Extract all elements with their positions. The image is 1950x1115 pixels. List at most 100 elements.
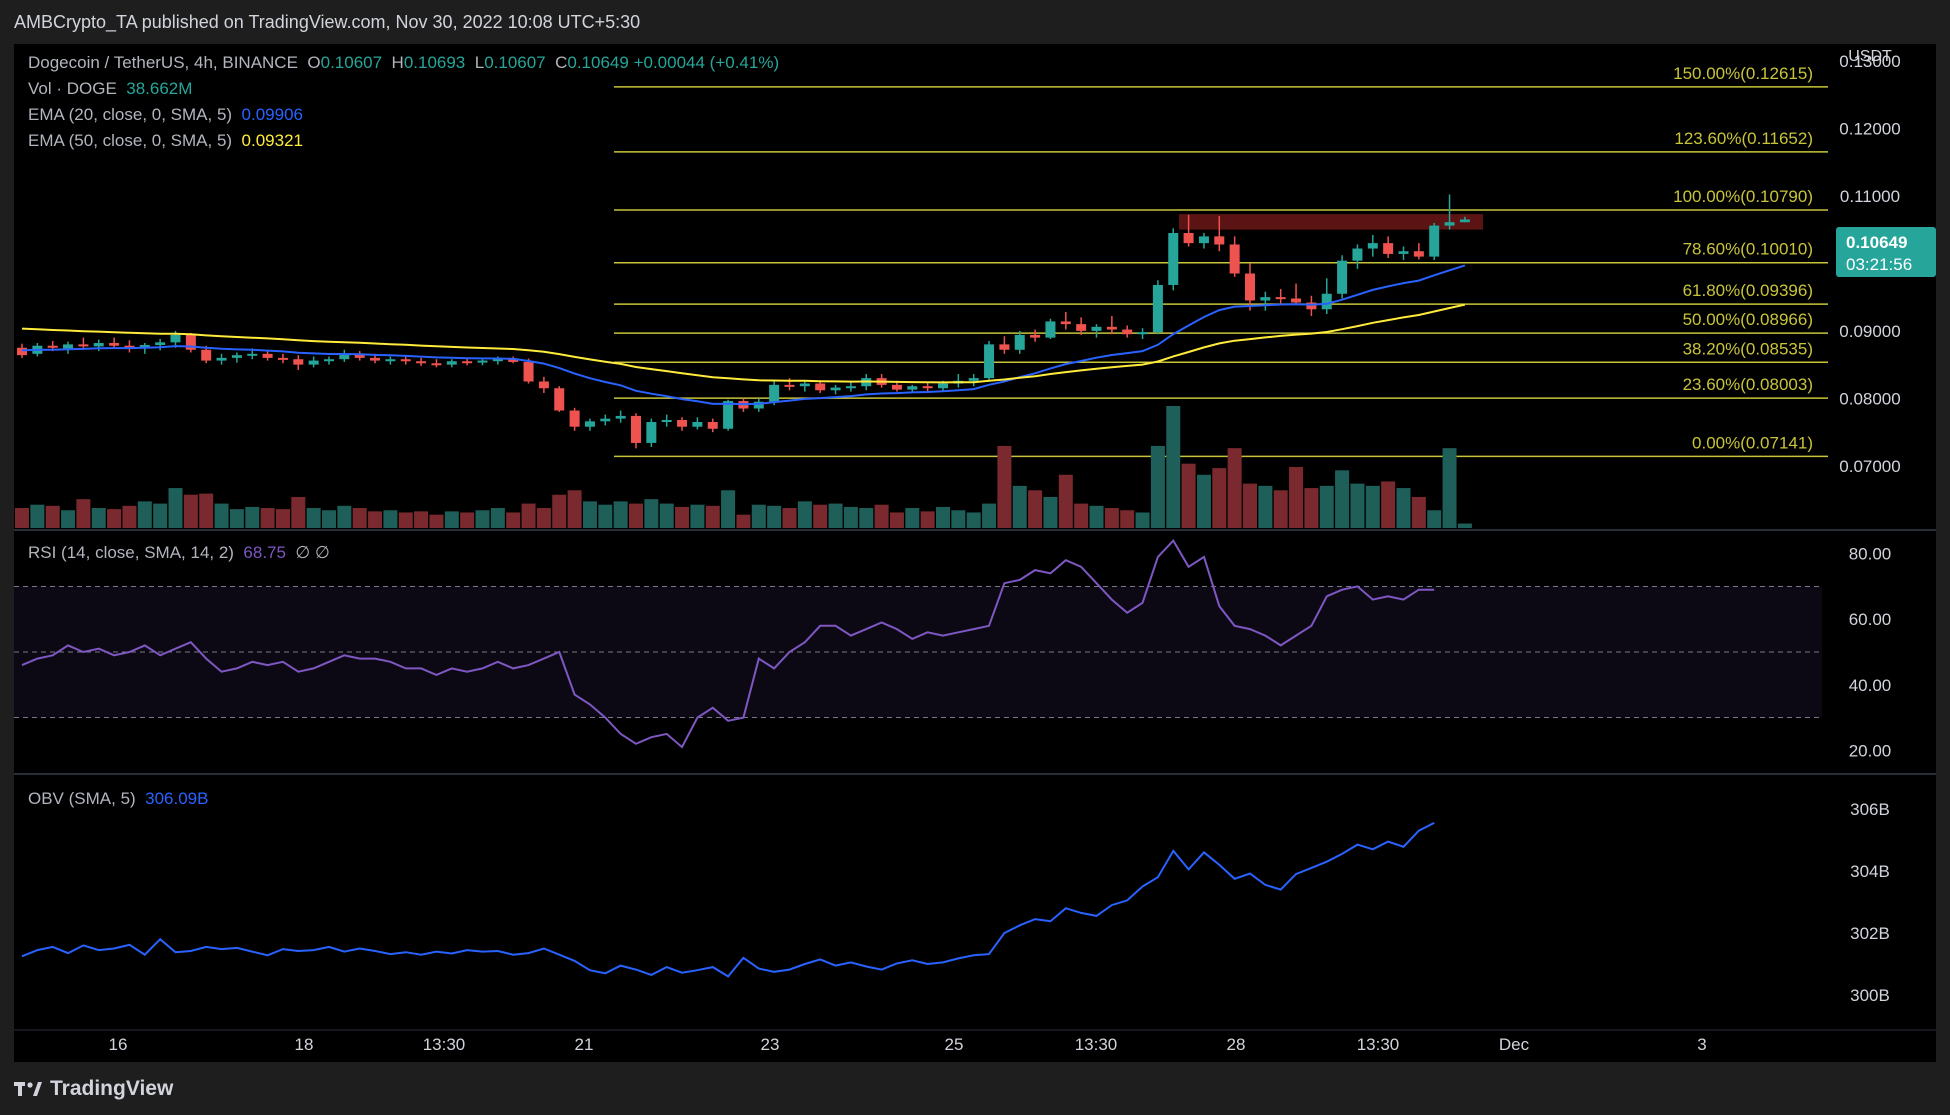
candle-body xyxy=(600,418,611,422)
volume-legend: Vol · DOGE 38.662M xyxy=(28,79,192,99)
obv-value: 306.09B xyxy=(145,789,209,808)
volume-bar xyxy=(322,510,336,528)
obv-legend: OBV (SMA, 5) 306.09B xyxy=(28,789,208,809)
volume-bar xyxy=(383,510,398,528)
candle-body xyxy=(247,353,258,356)
rsi-label: RSI (14, close, SMA, 14, 2) xyxy=(28,543,234,562)
candle-body xyxy=(1321,293,1332,310)
candle-body xyxy=(324,359,334,362)
volume-bar xyxy=(1104,508,1119,528)
chart-canvas[interactable]: 0.00%(0.07141) 23.60%(0.08003) 38.20%(0.08… xyxy=(14,44,1936,1062)
fib-level-label: 100.00%(0.10790) xyxy=(1673,187,1813,206)
volume-bar xyxy=(475,510,490,528)
candle-body xyxy=(707,422,718,429)
candle-body xyxy=(93,343,104,347)
fib-level-label: 78.60%(0.10010) xyxy=(1683,240,1813,259)
candle-body xyxy=(723,401,734,429)
chart-frame[interactable]: 0.00%(0.07141) 23.60%(0.08003) 38.20%(0.08… xyxy=(14,44,1936,1062)
volume-bar xyxy=(690,504,705,528)
volume-bar xyxy=(122,505,137,528)
candle-body xyxy=(1030,334,1041,338)
tradingview-logo[interactable]: TradingView xyxy=(14,1077,173,1101)
volume-bar xyxy=(1381,481,1396,528)
volume-bar xyxy=(644,499,659,528)
fib-level-label: 150.00%(0.12615) xyxy=(1673,64,1813,83)
candle-body xyxy=(769,384,780,402)
volume-bar xyxy=(813,504,828,528)
candle-body xyxy=(47,345,58,348)
ema20-label: EMA (20, close, 0, SMA, 5) xyxy=(28,105,233,124)
candle-body xyxy=(109,343,120,346)
candle-body xyxy=(1337,260,1348,294)
time-axis-tick: 25 xyxy=(945,1035,964,1054)
candle-body xyxy=(277,357,288,360)
currency-label: USDT xyxy=(1848,48,1892,65)
candle-body xyxy=(1291,298,1302,303)
candle-body xyxy=(1122,329,1133,335)
candle-body xyxy=(784,384,795,387)
volume-bar xyxy=(1196,474,1211,528)
resistance-zone xyxy=(1179,214,1483,230)
candle-body xyxy=(907,386,918,390)
last-price-badge xyxy=(1836,227,1936,277)
time-axis-tick: 28 xyxy=(1227,1035,1246,1054)
time-axis-tick: 3 xyxy=(1697,1035,1706,1054)
candle-body xyxy=(1444,222,1455,226)
fib-level-label: 0.00%(0.07141) xyxy=(1692,433,1813,452)
volume-bar xyxy=(429,514,444,528)
volume-bar xyxy=(536,508,551,528)
volume-bar xyxy=(183,494,198,528)
last-price-value: 0.10649 xyxy=(1846,233,1907,252)
volume-bar xyxy=(1028,490,1043,528)
candle-body xyxy=(354,353,365,358)
candle-body xyxy=(984,344,995,379)
ema50-label: EMA (50, close, 0, SMA, 5) xyxy=(28,131,233,150)
ema20-legend: EMA (20, close, 0, SMA, 5) 0.09906 xyxy=(28,105,303,125)
volume-bar xyxy=(705,505,720,528)
volume-bar xyxy=(982,503,997,528)
candle-body xyxy=(1352,248,1363,261)
candle-body xyxy=(646,422,657,443)
fib-level-label: 50.00%(0.08966) xyxy=(1683,310,1813,329)
volume-bar xyxy=(229,509,244,528)
candle-body xyxy=(477,360,488,363)
volume-bar xyxy=(1365,485,1380,528)
candle-body xyxy=(1183,233,1194,244)
ema50-legend: EMA (50, close, 0, SMA, 5) 0.09321 xyxy=(28,131,303,151)
candle-body xyxy=(155,342,166,346)
candle-body xyxy=(446,361,457,365)
volume-bar xyxy=(1089,505,1104,528)
candle-body xyxy=(508,359,519,362)
price-axis-tick: 0.07000 xyxy=(1839,457,1900,476)
volume-bar xyxy=(751,504,766,528)
volume-bar xyxy=(30,504,45,528)
open-label: O xyxy=(307,53,321,72)
obv-axis-tick: 300B xyxy=(1850,986,1890,1005)
volume-bar xyxy=(1335,470,1350,528)
candle-body xyxy=(201,349,212,361)
volume-bar xyxy=(1411,496,1426,528)
symbol-name: Dogecoin / TetherUS, 4h, BINANCE xyxy=(28,53,298,72)
volume-bar xyxy=(613,501,628,528)
volume-label: Vol · DOGE xyxy=(28,79,117,98)
volume-bar xyxy=(997,445,1012,528)
volume-bar xyxy=(1150,445,1165,528)
candle-body xyxy=(1045,321,1056,338)
rsi-legend: RSI (14, close, SMA, 14, 2) 68.75 ∅ ∅ xyxy=(28,543,330,563)
volume-bar xyxy=(1074,503,1089,528)
volume-bar xyxy=(843,506,858,528)
candle-body xyxy=(922,386,933,389)
rsi-line xyxy=(21,538,1435,749)
volume-bar xyxy=(15,508,29,528)
last-price-countdown: 03:21:56 xyxy=(1846,255,1912,274)
fib-level-label: 23.60%(0.08003) xyxy=(1683,375,1813,394)
volume-bar xyxy=(245,506,260,528)
candle-body xyxy=(1137,332,1148,335)
time-axis-tick: 16 xyxy=(109,1035,128,1054)
volume-bar xyxy=(1442,448,1457,528)
candle-body xyxy=(1198,236,1209,244)
volume-bar xyxy=(1120,510,1135,528)
price-axis-tick: 0.11000 xyxy=(1840,187,1900,206)
footer-bar: TradingView xyxy=(0,1062,1950,1115)
rsi-axis-tick: 80.00 xyxy=(1849,545,1892,564)
